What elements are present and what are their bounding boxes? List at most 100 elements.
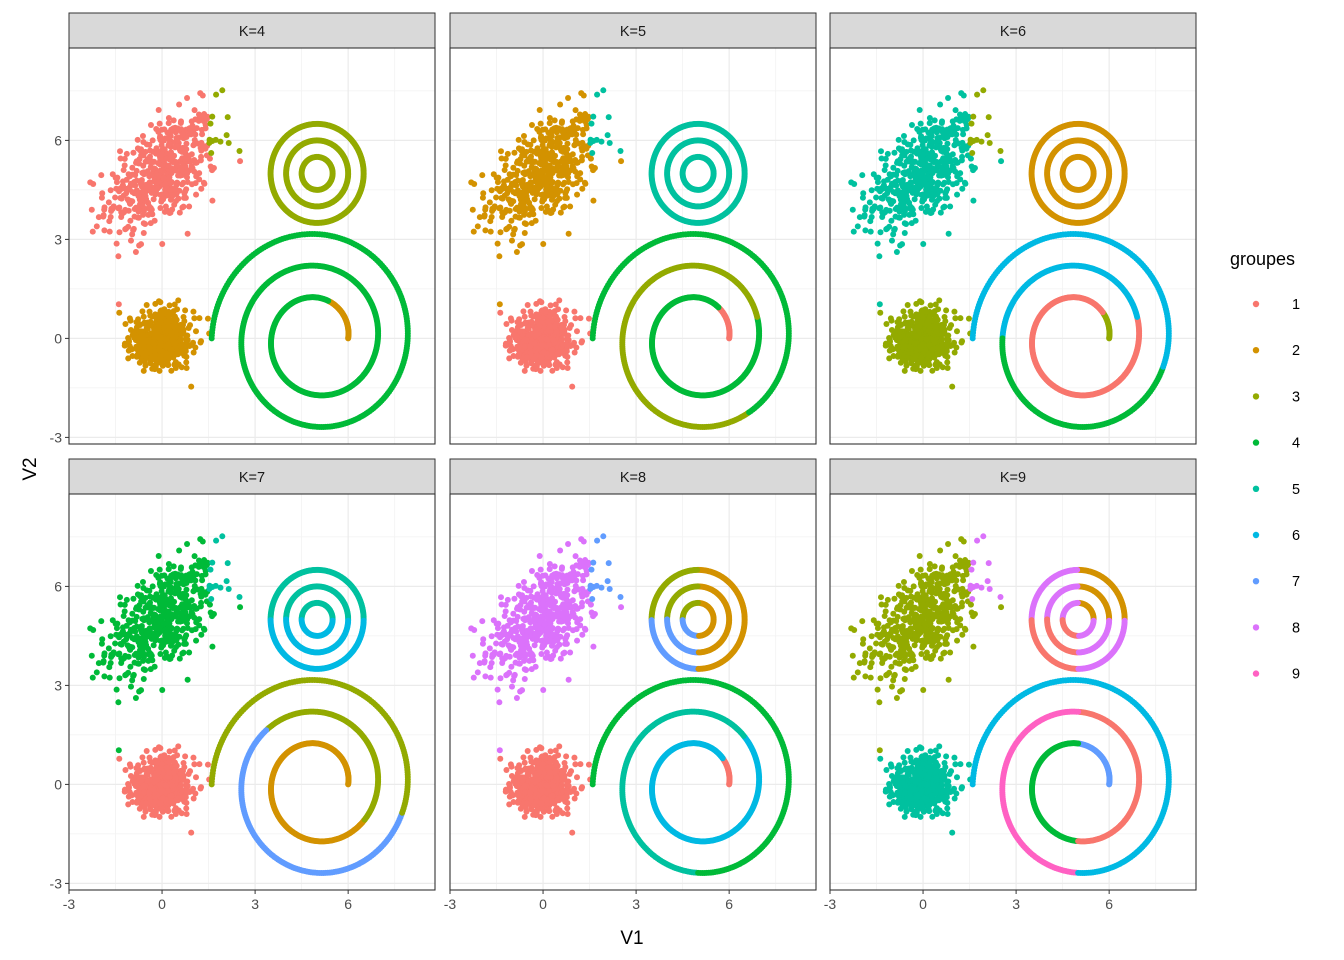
point-group-5 xyxy=(891,227,898,234)
point-group-2 xyxy=(514,158,521,165)
point-group-2 xyxy=(146,308,153,315)
point-group-1 xyxy=(512,334,519,341)
point-group-1 xyxy=(139,169,146,176)
point-group-3 xyxy=(970,113,977,120)
point-group-1 xyxy=(90,180,97,187)
point-group-5 xyxy=(914,145,921,152)
point-group-5 xyxy=(931,192,938,199)
point-group-5 xyxy=(998,158,1005,165)
point-group-5 xyxy=(919,142,926,149)
point-group-5 xyxy=(587,139,594,146)
point-group-2 xyxy=(471,180,478,187)
point-group-2 xyxy=(513,249,520,256)
point-group-1 xyxy=(158,142,165,149)
point-group-2 xyxy=(190,308,197,315)
point-group-5 xyxy=(862,227,869,234)
point-group-1 xyxy=(538,354,545,361)
point-group-3 xyxy=(985,114,992,121)
point-group-1 xyxy=(514,319,521,326)
point-group-1 xyxy=(566,324,573,331)
point-group-1 xyxy=(133,204,140,211)
point-group-5 xyxy=(604,132,611,139)
point-group-2 xyxy=(482,206,489,213)
point-group-1 xyxy=(165,120,172,127)
point-group-1 xyxy=(164,135,171,142)
point-group-2 xyxy=(482,227,489,234)
point-group-2 xyxy=(517,242,524,249)
point-group-1 xyxy=(88,206,95,213)
point-group-2 xyxy=(497,229,504,236)
point-group-2 xyxy=(563,155,570,162)
point-group-5 xyxy=(950,122,957,129)
point-group-5 xyxy=(856,214,863,221)
point-group-1 xyxy=(508,345,515,351)
point-group-2 xyxy=(574,191,581,198)
point-group-5 xyxy=(876,301,883,308)
point-group-1 xyxy=(199,131,206,138)
point-group-2 xyxy=(514,204,521,211)
point-group-2 xyxy=(535,178,542,185)
point-group-1 xyxy=(179,144,186,151)
point-group-2 xyxy=(469,206,476,213)
point-group-5 xyxy=(886,171,893,178)
point-group-5 xyxy=(884,225,891,232)
point-group-2 xyxy=(520,132,527,139)
data-points xyxy=(87,87,411,430)
point-group-1 xyxy=(183,140,190,147)
point-group-3 xyxy=(986,139,993,146)
point-group-2 xyxy=(122,320,129,327)
point-group-3 xyxy=(974,91,981,98)
point-group-2 xyxy=(182,342,189,349)
point-group-5 xyxy=(952,107,959,114)
point-group-4 xyxy=(589,335,596,342)
point-group-2 xyxy=(127,317,134,324)
point-group-3 xyxy=(225,139,232,146)
point-group-5 xyxy=(881,192,888,199)
point-group-1 xyxy=(187,129,194,136)
point-group-5 xyxy=(916,107,923,113)
point-group-2 xyxy=(152,300,159,307)
point-group-1 xyxy=(165,162,172,169)
point-group-1 xyxy=(547,323,554,330)
point-group-5 xyxy=(876,253,883,260)
point-group-1 xyxy=(555,306,562,313)
point-group-2 xyxy=(116,309,123,316)
point-group-5 xyxy=(588,120,595,127)
point-group-2 xyxy=(590,197,597,204)
point-group-1 xyxy=(522,319,529,326)
point-group-2 xyxy=(510,164,517,171)
point-group-2 xyxy=(511,149,518,156)
point-group-5 xyxy=(912,217,919,224)
point-group-2 xyxy=(143,302,150,309)
point-group-1 xyxy=(125,171,132,178)
point-group-2 xyxy=(513,171,520,178)
point-group-2 xyxy=(547,156,554,163)
point-group-2 xyxy=(183,353,190,360)
point-group-2 xyxy=(583,125,590,132)
point-group-5 xyxy=(900,132,907,139)
point-group-2 xyxy=(551,192,558,199)
point-group-5 xyxy=(907,203,914,210)
point-group-2 xyxy=(183,364,190,371)
point-group-1 xyxy=(150,165,157,172)
point-group-5 xyxy=(741,171,748,178)
point-group-2 xyxy=(565,179,572,186)
point-group-1 xyxy=(128,180,135,187)
point-group-1 xyxy=(114,174,121,181)
point-group-2 xyxy=(560,131,567,138)
point-group-3 xyxy=(345,171,352,178)
point-group-1 xyxy=(545,360,552,367)
point-group-3 xyxy=(219,87,226,94)
point-group-1 xyxy=(127,237,134,244)
point-group-5 xyxy=(881,167,888,174)
point-group-2 xyxy=(521,229,528,236)
point-group-2 xyxy=(530,137,537,144)
point-group-1 xyxy=(136,242,143,249)
point-group-1 xyxy=(162,191,169,198)
point-group-3 xyxy=(224,114,231,121)
point-group-5 xyxy=(911,165,918,172)
point-group-5 xyxy=(920,240,927,247)
point-group-5 xyxy=(874,240,881,247)
point-group-1 xyxy=(147,121,154,128)
